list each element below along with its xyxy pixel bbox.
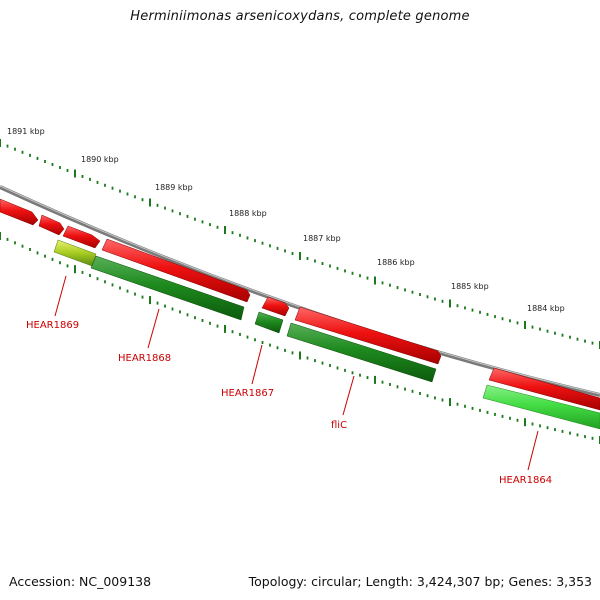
gene-forward-5[interactable] (261, 296, 290, 317)
genome-backbone-highlight (0, 185, 600, 395)
gene-label-hear1867[interactable]: HEAR1867 (221, 388, 274, 399)
scale-track-outer (0, 139, 600, 349)
scale-track-inner (0, 232, 600, 444)
gene-forward-flic[interactable] (294, 306, 442, 365)
gene-forward-1[interactable] (0, 198, 39, 226)
scale-label-1891: 1891 kbp (7, 127, 45, 136)
leader-hear1868 (147, 308, 160, 349)
scale-label-1885: 1885 kbp (451, 282, 489, 291)
gene-label-hear1869[interactable]: HEAR1869 (26, 320, 79, 331)
gene-forward-3[interactable] (62, 225, 101, 249)
leader-hear1864 (527, 430, 539, 471)
gene-forward-6[interactable] (488, 367, 600, 411)
scale-label-1888: 1888 kbp (229, 209, 267, 218)
label-leaders (54, 275, 539, 471)
scale-label-1889: 1889 kbp (155, 183, 193, 192)
gene-reverse-hear1864[interactable] (482, 384, 600, 430)
leader-hear1867 (251, 344, 263, 385)
gene-forward-4[interactable] (101, 238, 251, 303)
forward-strand-genes (0, 198, 600, 411)
gene-reverse-flic[interactable] (286, 322, 437, 383)
gene-reverse-hear1868[interactable] (90, 255, 245, 321)
gene-label-hear1864[interactable]: HEAR1864 (499, 475, 552, 486)
scale-label-1886: 1886 kbp (377, 258, 415, 267)
scale-label-1884: 1884 kbp (527, 304, 565, 313)
genome-backbone (0, 185, 600, 397)
gene-forward-2[interactable] (38, 214, 65, 236)
gene-label-flic[interactable]: fliC (331, 420, 347, 431)
scale-label-1887: 1887 kbp (303, 234, 341, 243)
accession-text: Accession: NC_009138 (9, 574, 152, 589)
reverse-strand-genes (53, 239, 600, 430)
genome-summary-text: Topology: circular; Length: 3,424,307 bp… (248, 574, 592, 589)
scale-label-1890: 1890 kbp (81, 155, 119, 164)
map-title: Herminiimonas arsenicoxydans, complete g… (130, 9, 470, 24)
gene-label-hear1868[interactable]: HEAR1868 (118, 353, 171, 364)
leader-hear1869 (54, 275, 67, 317)
gene-reverse-hear1867[interactable] (254, 311, 284, 334)
leader-flic (342, 375, 355, 416)
